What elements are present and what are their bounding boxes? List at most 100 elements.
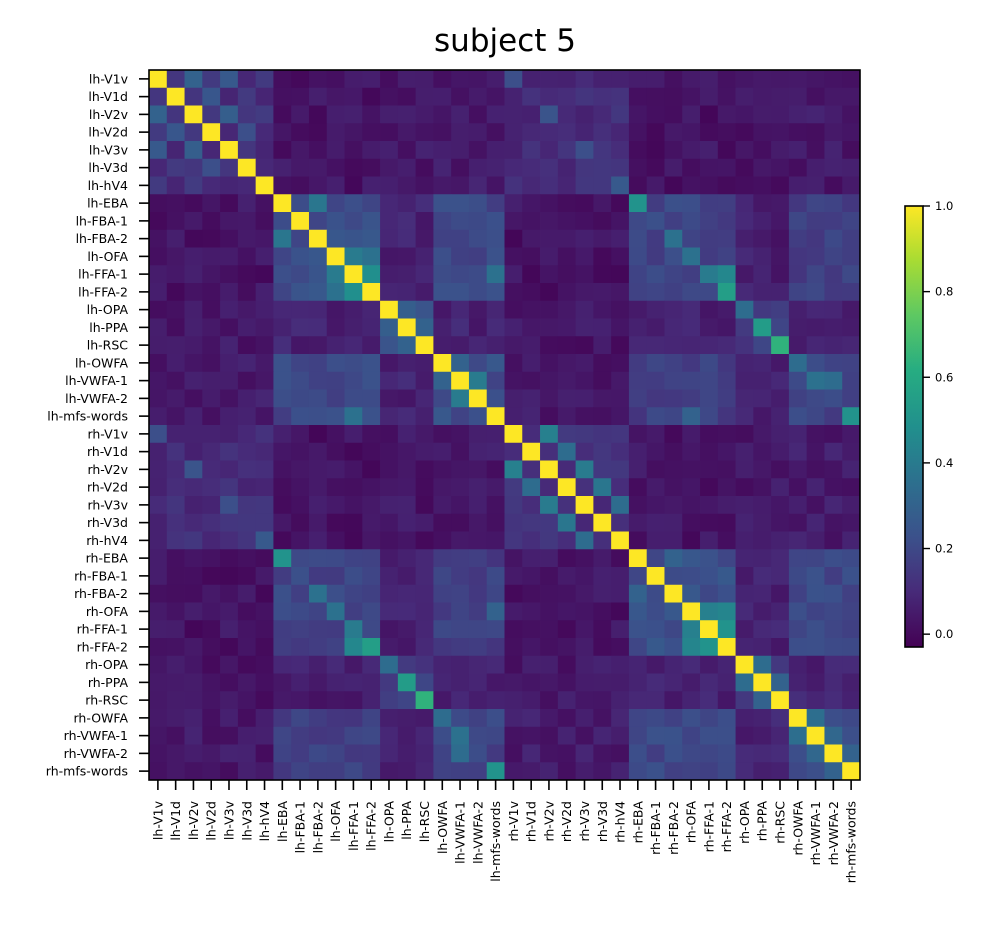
heatmap-cell: [273, 478, 292, 497]
heatmap-cell: [220, 584, 239, 603]
heatmap-cell: [220, 744, 239, 763]
heatmap-cell: [842, 105, 861, 124]
heatmap-cell: [291, 123, 310, 142]
x-tick-label: rh-EBA: [630, 801, 645, 844]
heatmap-cell: [717, 425, 736, 444]
heatmap-cell: [291, 442, 310, 461]
heatmap-cell: [149, 158, 168, 177]
y-tick-label: rh-FBA-1: [74, 568, 128, 583]
heatmap-cell: [540, 673, 559, 692]
heatmap-cell: [486, 567, 505, 586]
heatmap-cell: [468, 567, 488, 586]
heatmap-cell: [184, 478, 203, 497]
heatmap-cell: [788, 283, 808, 302]
heatmap-cell: [362, 425, 381, 444]
heatmap-cell: [184, 158, 203, 177]
heatmap-cell: [842, 212, 861, 231]
heatmap-cell: [842, 726, 861, 745]
heatmap-cell: [646, 478, 665, 497]
heatmap-cell: [362, 531, 381, 550]
heatmap-cell: [806, 567, 825, 586]
heatmap-cell: [735, 318, 754, 337]
heatmap-cell: [771, 673, 790, 692]
x-tick-label: lh-V3v: [221, 800, 236, 840]
heatmap-cell: [824, 194, 843, 213]
heatmap-cell: [184, 407, 203, 426]
heatmap-cell: [433, 141, 452, 160]
heatmap-cell: [504, 407, 523, 426]
heatmap-cell: [522, 567, 541, 586]
heatmap-cell: [628, 336, 648, 355]
heatmap-cell: [344, 655, 363, 674]
heatmap-cell: [575, 247, 594, 266]
heatmap-cell: [486, 87, 505, 106]
heatmap-cell: [611, 247, 630, 266]
heatmap-cell: [362, 212, 381, 231]
heatmap-cell: [824, 176, 843, 195]
y-tick-label: rh-VWFA-2: [64, 746, 128, 761]
heatmap-cell: [575, 567, 594, 586]
x-tick-label: lh-EBA: [275, 801, 290, 842]
heatmap-cell: [380, 212, 399, 231]
heatmap-cell: [504, 425, 523, 444]
heatmap-cell: [824, 425, 843, 444]
y-tick-label: lh-V1d: [88, 89, 128, 104]
heatmap-cell: [664, 549, 683, 568]
heatmap-cell: [806, 442, 825, 461]
heatmap-cell: [486, 584, 505, 603]
heatmap-cell: [824, 283, 843, 302]
heatmap-cell: [628, 265, 648, 284]
heatmap-cell: [717, 709, 736, 728]
heatmap-cell: [771, 691, 790, 710]
heatmap-cell: [700, 691, 719, 710]
heatmap-cell: [806, 673, 825, 692]
heatmap-cell: [664, 513, 683, 532]
heatmap-cell: [842, 460, 861, 479]
heatmap-cell: [824, 318, 843, 337]
heatmap-cell: [788, 584, 808, 603]
heatmap-cell: [735, 158, 754, 177]
heatmap-cell: [700, 300, 719, 319]
heatmap-cell: [344, 371, 363, 390]
heatmap-cell: [220, 212, 239, 231]
heatmap-cell: [149, 584, 168, 603]
heatmap-cell: [344, 176, 363, 195]
heatmap-cell: [220, 70, 239, 89]
x-tick-label: rh-mfs-words: [844, 801, 859, 883]
heatmap-cell: [540, 425, 559, 444]
heatmap-cell: [682, 709, 701, 728]
heatmap-cell: [344, 318, 363, 337]
x-tick-label: rh-OPA: [737, 801, 752, 844]
heatmap-cell: [611, 691, 630, 710]
heatmap-cell: [380, 567, 399, 586]
heatmap-cell: [184, 602, 203, 621]
heatmap-cell: [682, 389, 701, 408]
heatmap-cell: [628, 87, 648, 106]
heatmap-cell: [291, 354, 310, 373]
heatmap-cell: [806, 762, 825, 781]
heatmap-cell: [700, 212, 719, 231]
heatmap-cell: [362, 442, 381, 461]
heatmap-cell: [593, 354, 612, 373]
heatmap-cell: [611, 407, 630, 426]
heatmap-cell: [842, 620, 861, 639]
heatmap-cell: [486, 212, 505, 231]
heatmap-cell: [184, 318, 203, 337]
heatmap-cell: [149, 87, 168, 106]
heatmap-cell: [166, 744, 185, 763]
heatmap-cell: [717, 123, 736, 142]
heatmap-cell: [646, 709, 665, 728]
heatmap-cell: [753, 176, 772, 195]
heatmap-cell: [824, 673, 843, 692]
heatmap-cell: [344, 283, 363, 302]
heatmap-cell: [273, 602, 292, 621]
heatmap-cell: [664, 229, 683, 248]
heatmap-cell: [362, 549, 381, 568]
heatmap-cell: [682, 655, 701, 674]
heatmap-cell: [788, 762, 808, 781]
heatmap-cell: [202, 762, 221, 781]
heatmap-cell: [380, 584, 399, 603]
heatmap-cell: [397, 744, 417, 763]
heatmap-cell: [237, 673, 257, 692]
heatmap-cell: [753, 247, 772, 266]
